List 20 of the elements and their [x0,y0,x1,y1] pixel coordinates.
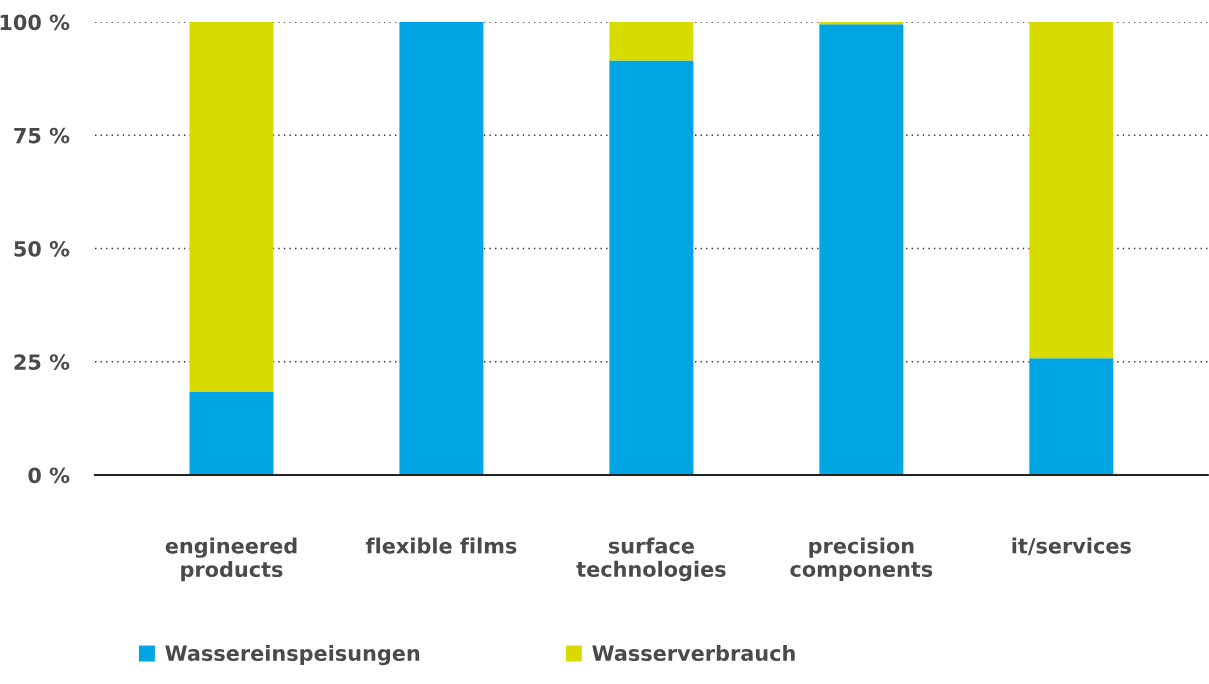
x-tick-label: engineered products [165,537,297,582]
y-tick-label: 75 % [14,127,70,144]
x-tick-label: surface technologies [576,537,726,582]
legend-label: Wassereinspeisungen [165,644,420,666]
bar [189,392,274,475]
y-tick-label: 50 % [14,240,70,257]
bar [609,22,694,61]
x-tick-label: precision components [790,537,933,581]
bar [609,60,694,475]
bar [189,22,274,393]
bar [399,22,484,475]
bar [1029,22,1114,359]
x-tick-label: it/services [1012,537,1131,556]
bar [819,24,904,475]
y-tick-label: 25 % [14,354,70,370]
y-tick-label: 0 % [28,467,70,484]
y-tick-label: 100 % [0,14,70,31]
legend-label: Wasserverbrauch [592,644,795,662]
x-tick-label: flexible films [365,537,517,554]
bar [1029,358,1114,475]
